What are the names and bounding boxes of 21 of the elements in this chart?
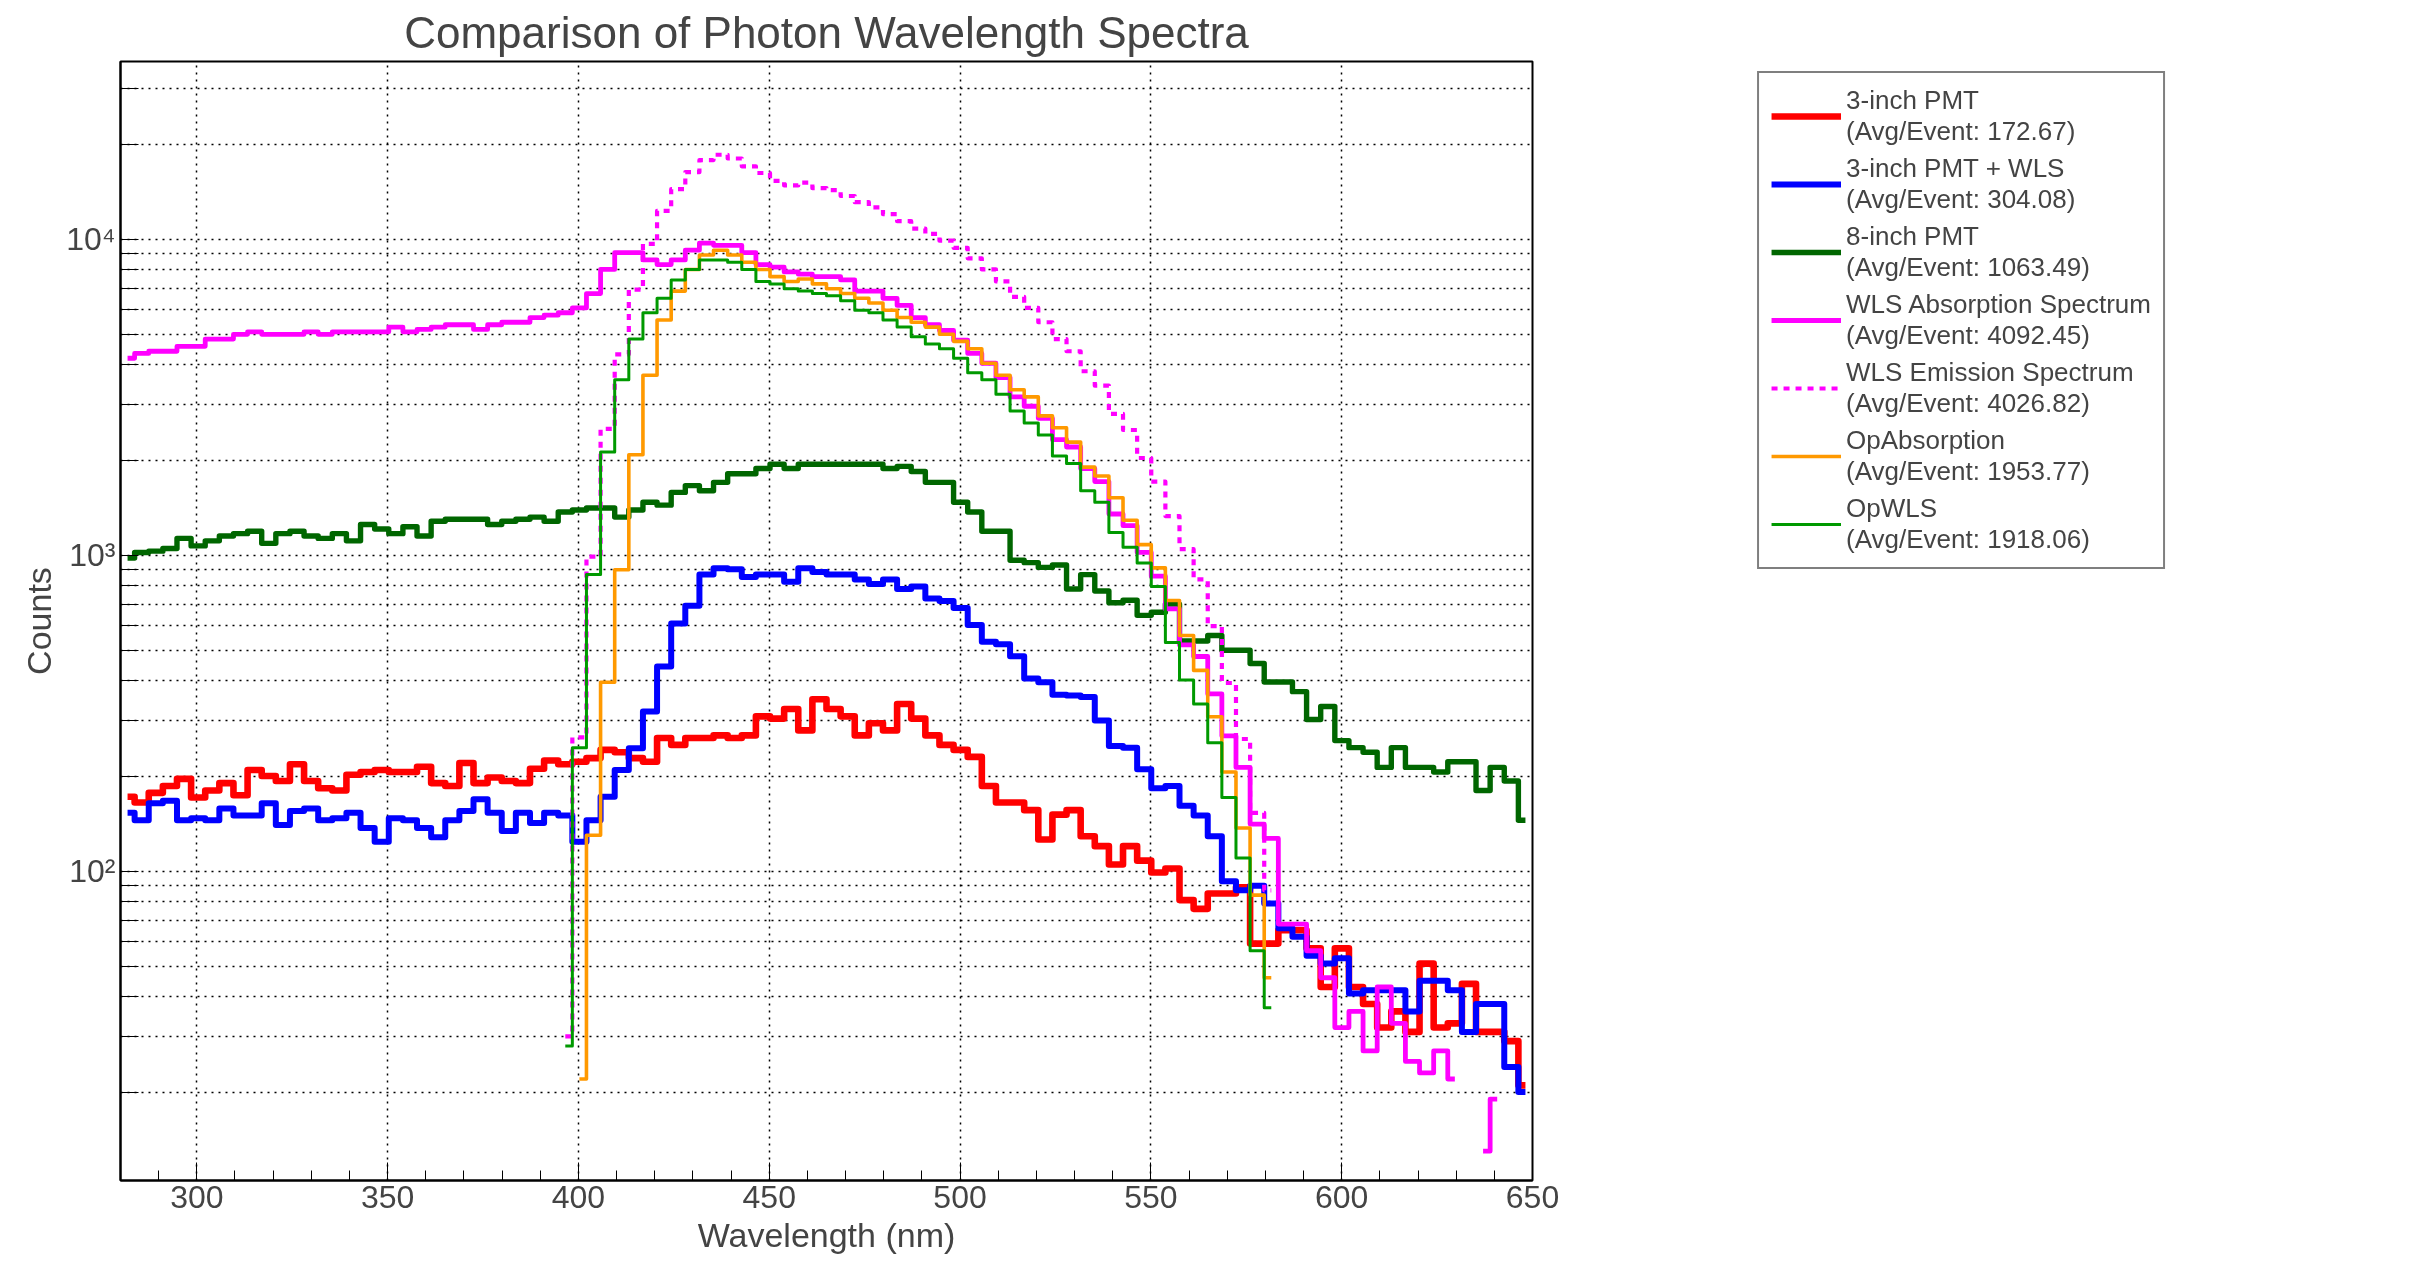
y-tick-label: 10⁴ <box>66 221 116 258</box>
legend-label: WLS Emission Spectrum (Avg/Event: 4026.82) <box>1846 357 2134 419</box>
x-tick-label: 450 <box>742 1178 796 1215</box>
legend-label: 8-inch PMT (Avg/Event: 1063.49) <box>1846 221 2090 283</box>
x-tick-label: 650 <box>1505 1178 1560 1215</box>
y-axis-title: Counts <box>20 567 59 675</box>
x-tick-label: 550 <box>1124 1178 1178 1215</box>
x-axis-title: Wavelength (nm) <box>697 1215 956 1254</box>
legend-label: WLS Absorption Spectrum (Avg/Event: 4092.45) <box>1846 289 2151 351</box>
legend-label: OpWLS (Avg/Event: 1918.06) <box>1846 493 2090 555</box>
y-tick-label: 10² <box>69 853 116 890</box>
x-tick-label: 350 <box>360 1178 415 1215</box>
legend-label: 3-inch PMT + WLS (Avg/Event: 304.08) <box>1846 153 2076 215</box>
legend-label: 3-inch PMT (Avg/Event: 172.67) <box>1846 85 2076 147</box>
x-tick-label: 300 <box>170 1178 224 1215</box>
x-tick-label: 600 <box>1314 1178 1369 1215</box>
chart-title: Comparison of Photon Wavelength Spectra <box>404 7 1250 57</box>
legend-label: OpAbsorption (Avg/Event: 1953.77) <box>1846 425 2090 487</box>
y-tick-label: 10³ <box>69 537 116 574</box>
x-tick-label: 500 <box>933 1178 987 1215</box>
x-tick-label: 400 <box>551 1178 606 1215</box>
